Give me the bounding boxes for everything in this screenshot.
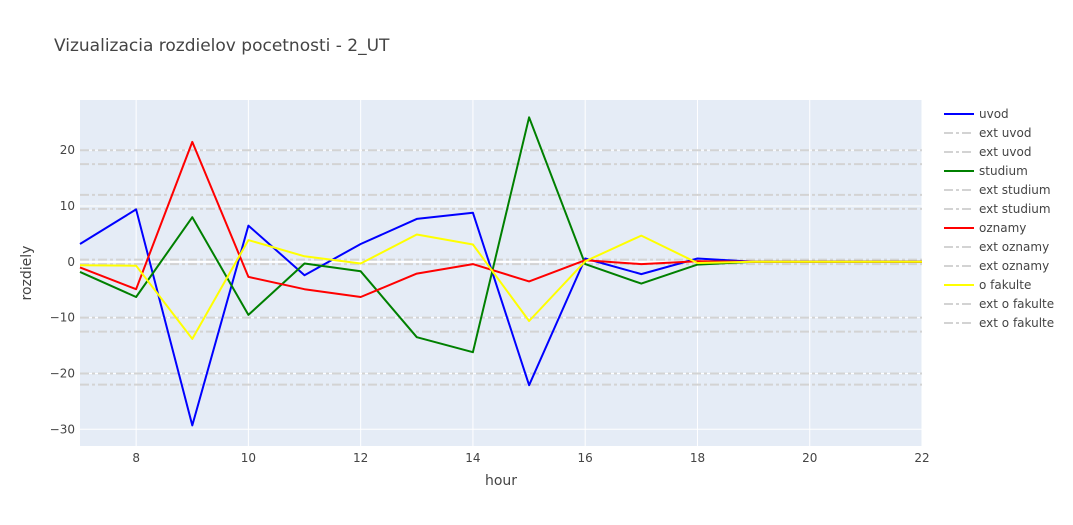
legend-label: ext studium xyxy=(979,202,1051,216)
legend-item[interactable]: ext studium xyxy=(944,202,1051,216)
y-tick-label: −30 xyxy=(50,422,75,436)
legend-label: ext oznamy xyxy=(979,240,1049,254)
x-tick-label: 16 xyxy=(578,451,593,465)
legend-label: uvod xyxy=(979,107,1009,121)
legend-label: ext uvod xyxy=(979,126,1031,140)
legend[interactable]: uvod ext uvod ext uvod studium ext studium ex… xyxy=(944,107,1054,330)
legend-item[interactable]: ext o fakulte xyxy=(944,297,1054,311)
x-tick-label: 14 xyxy=(465,451,480,465)
series-line-o-fakulte xyxy=(79,233,922,340)
x-axis-label: hour xyxy=(485,473,517,489)
y-tick-label: −20 xyxy=(50,366,75,380)
legend-label: oznamy xyxy=(979,221,1026,235)
legend-item[interactable]: ext o fakulte xyxy=(944,316,1054,330)
legend-item[interactable]: uvod xyxy=(944,107,1009,121)
x-tick-label: 10 xyxy=(241,451,256,465)
legend-label: studium xyxy=(979,164,1028,178)
y-tick-label: 20 xyxy=(60,143,75,157)
x-tick-label: 20 xyxy=(802,451,817,465)
series-group xyxy=(79,116,922,427)
legend-label: o fakulte xyxy=(979,278,1031,292)
legend-label: ext o fakulte xyxy=(979,297,1054,311)
y-tick-label: 0 xyxy=(67,255,75,269)
y-tick-label: 10 xyxy=(60,199,75,213)
x-axis: 8 10 12 14 16 18 20 22 xyxy=(132,451,929,465)
y-tick-label: −10 xyxy=(50,311,75,325)
x-tick-label: 12 xyxy=(353,451,368,465)
legend-item[interactable]: ext uvod xyxy=(944,145,1031,159)
legend-label: ext o fakulte xyxy=(979,316,1054,330)
legend-item[interactable]: ext studium xyxy=(944,183,1051,197)
y-axis-label: rozdiely xyxy=(19,246,35,301)
legend-item[interactable]: ext oznamy xyxy=(944,240,1049,254)
legend-item[interactable]: oznamy xyxy=(944,221,1026,235)
legend-label: ext studium xyxy=(979,183,1051,197)
legend-item[interactable]: o fakulte xyxy=(944,278,1031,292)
legend-item[interactable]: ext oznamy xyxy=(944,259,1049,273)
x-tick-label: 22 xyxy=(914,451,929,465)
legend-item[interactable]: studium xyxy=(944,164,1028,178)
x-tick-label: 18 xyxy=(690,451,705,465)
legend-label: ext oznamy xyxy=(979,259,1049,273)
chart-title: Vizualizacia rozdielov pocetnosti - 2_UT xyxy=(54,36,390,56)
legend-label: ext uvod xyxy=(979,145,1031,159)
y-axis: −30 −20 −10 0 10 20 xyxy=(50,143,75,436)
x-tick-label: 8 xyxy=(132,451,140,465)
legend-item[interactable]: ext uvod xyxy=(944,126,1031,140)
